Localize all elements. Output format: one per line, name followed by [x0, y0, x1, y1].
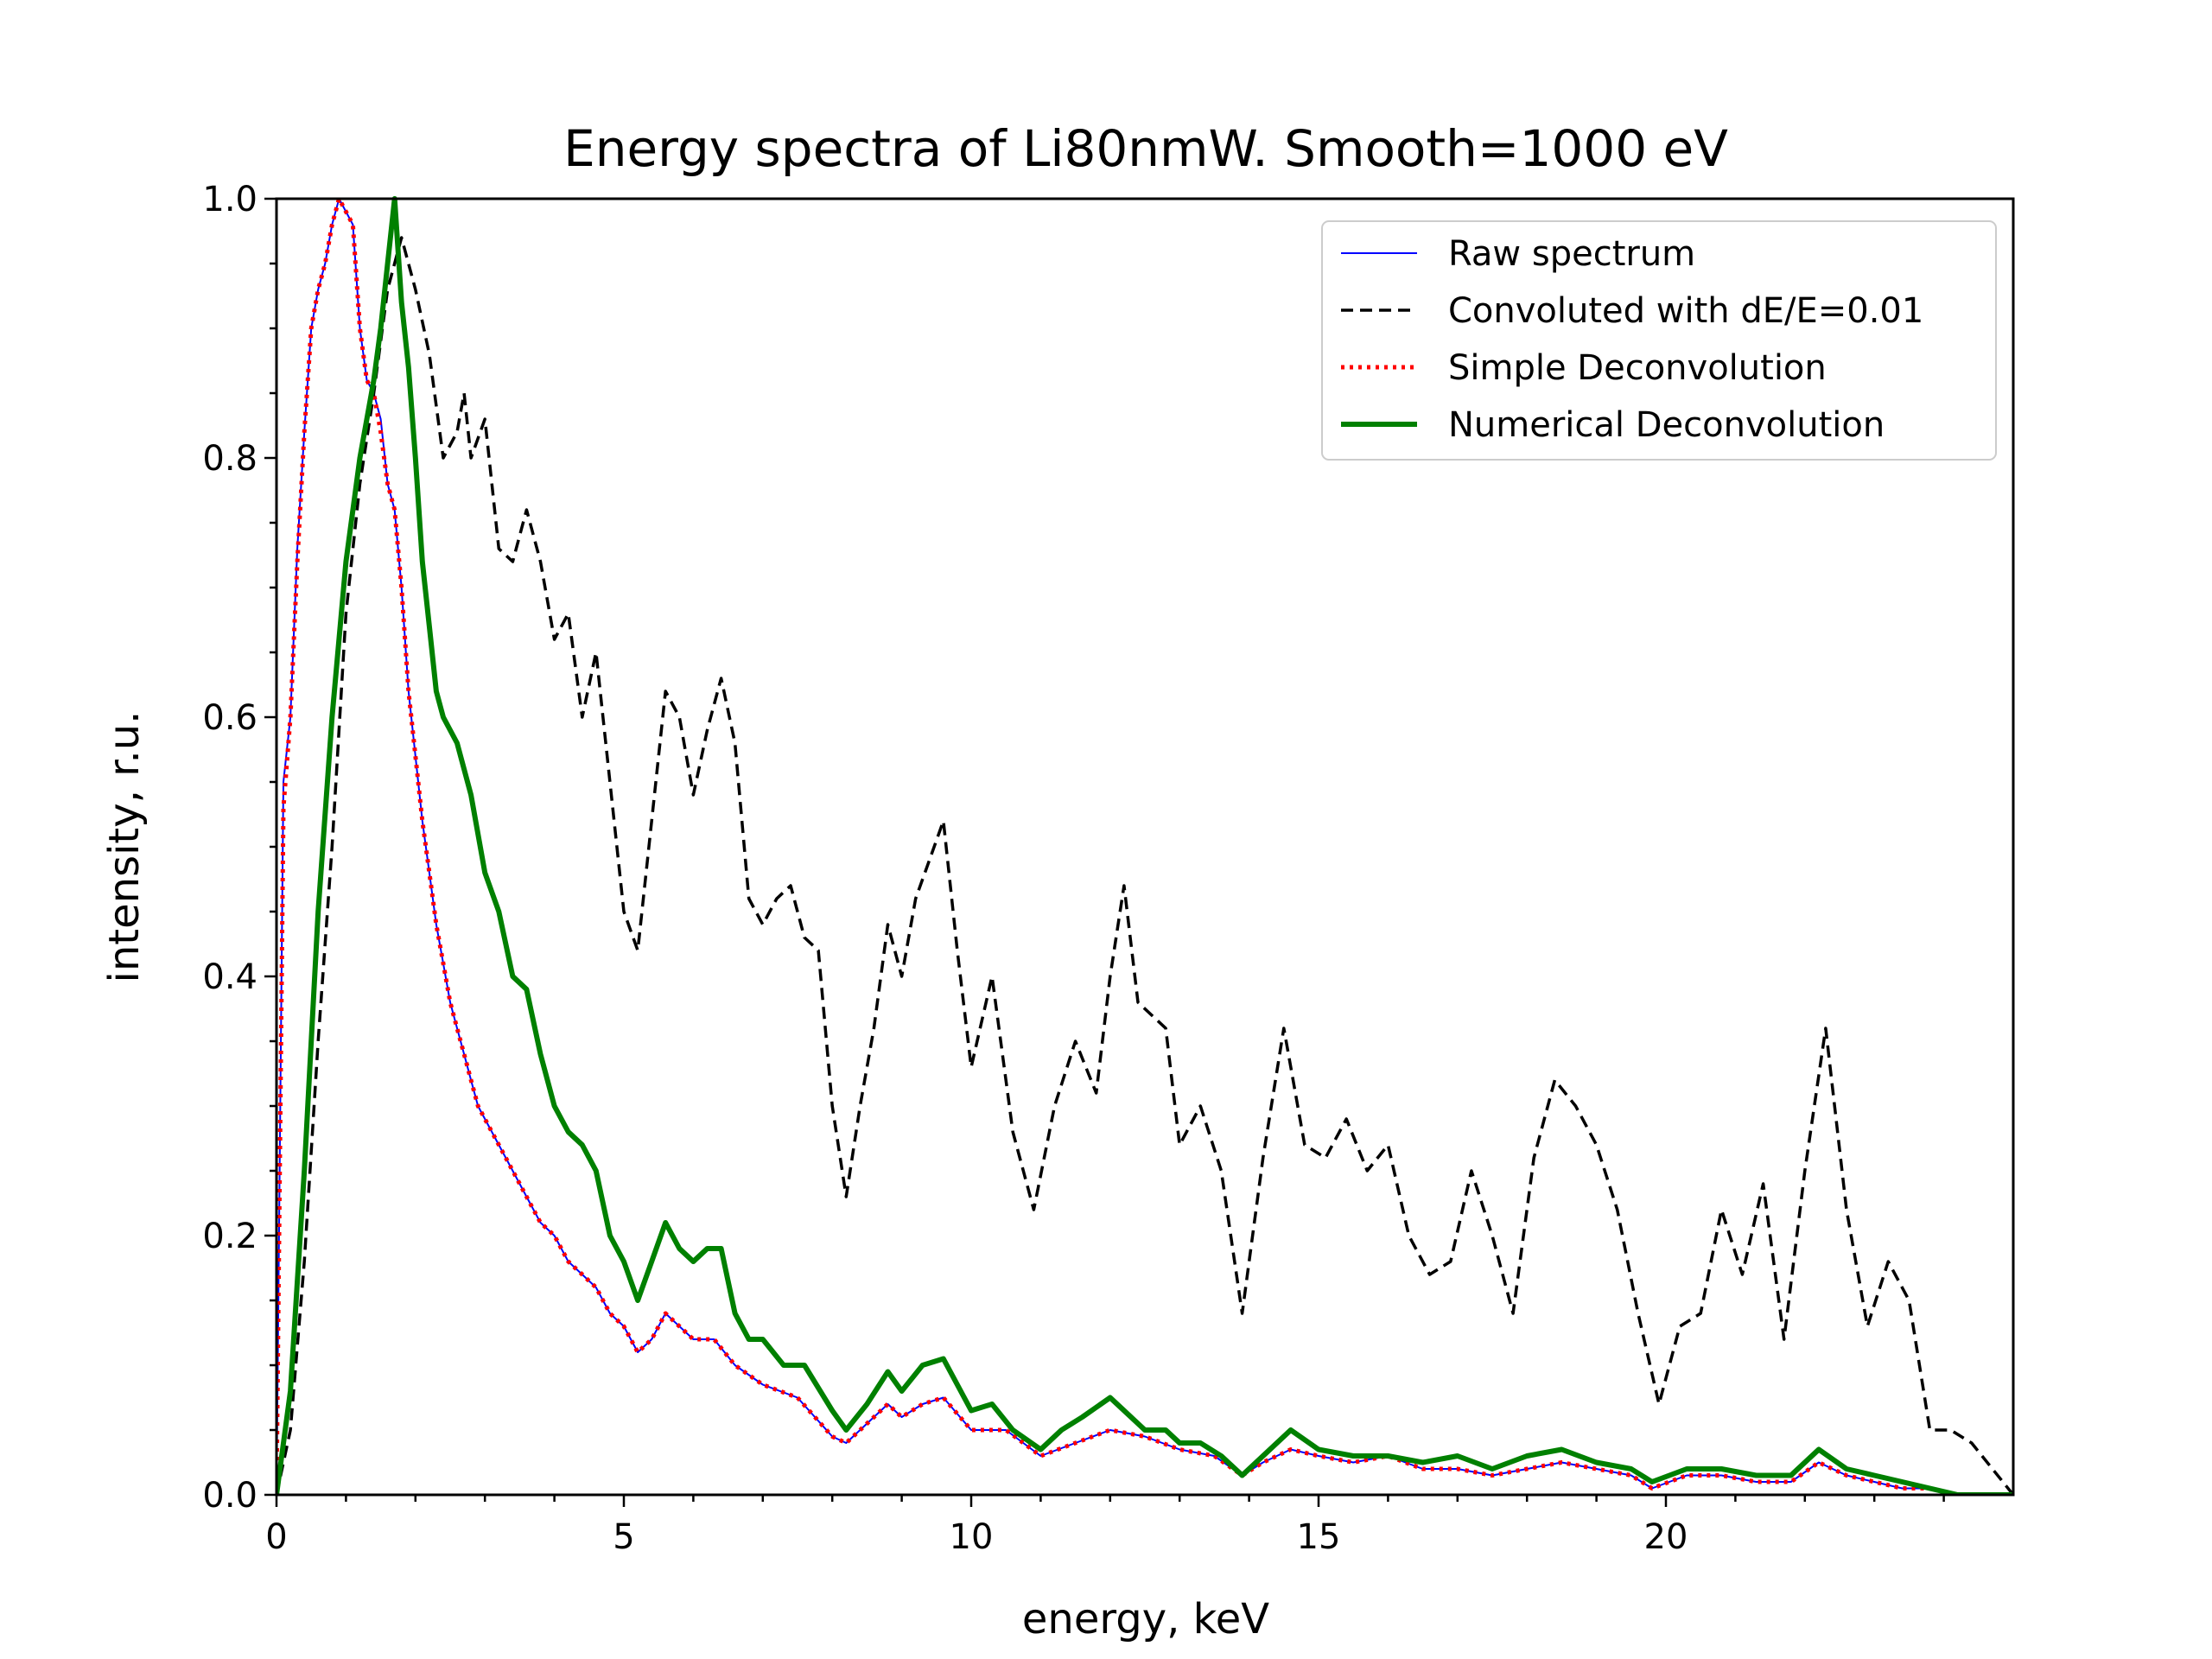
- x-axis-label: energy, keV: [1022, 1595, 1269, 1643]
- x-axis-ticks: 0 5 10 15 20: [265, 1495, 1945, 1557]
- plot-series: [276, 196, 2013, 1495]
- y-tick-label: 0.2: [202, 1217, 257, 1256]
- x-tick-label: 20: [1644, 1517, 1688, 1557]
- legend-label: Raw spectrum: [1448, 234, 1695, 274]
- y-axis-label: intensity, r.u.: [100, 711, 149, 983]
- y-tick-label: 0.6: [202, 698, 257, 738]
- chart-title: Energy spectra of Li80nmW. Smooth=1000 e…: [563, 119, 1728, 178]
- y-tick-label: 1.0: [202, 180, 257, 219]
- series-line-4: [276, 196, 2013, 1495]
- legend-box: [1321, 220, 1997, 461]
- legend-label: Simple Deconvolution: [1448, 348, 1827, 388]
- x-tick-label: 15: [1297, 1517, 1341, 1557]
- x-tick-label: 0: [265, 1517, 287, 1557]
- legend-label: Convoluted with dE/E=0.01: [1448, 291, 1923, 331]
- x-tick-label: 5: [613, 1517, 634, 1557]
- y-tick-label: 0.0: [202, 1476, 257, 1516]
- x-tick-label: 10: [950, 1517, 994, 1557]
- legend: Raw spectrum Convoluted with dE/E=0.01 Sim…: [1321, 220, 1997, 461]
- legend-label: Numerical Deconvolution: [1448, 405, 1885, 445]
- y-tick-label: 0.8: [202, 439, 257, 479]
- series-line-2: [276, 236, 2013, 1495]
- y-tick-label: 0.4: [202, 957, 257, 997]
- y-axis-ticks: 0.0 0.2 0.4 0.6 0.8 1.0: [202, 180, 276, 1516]
